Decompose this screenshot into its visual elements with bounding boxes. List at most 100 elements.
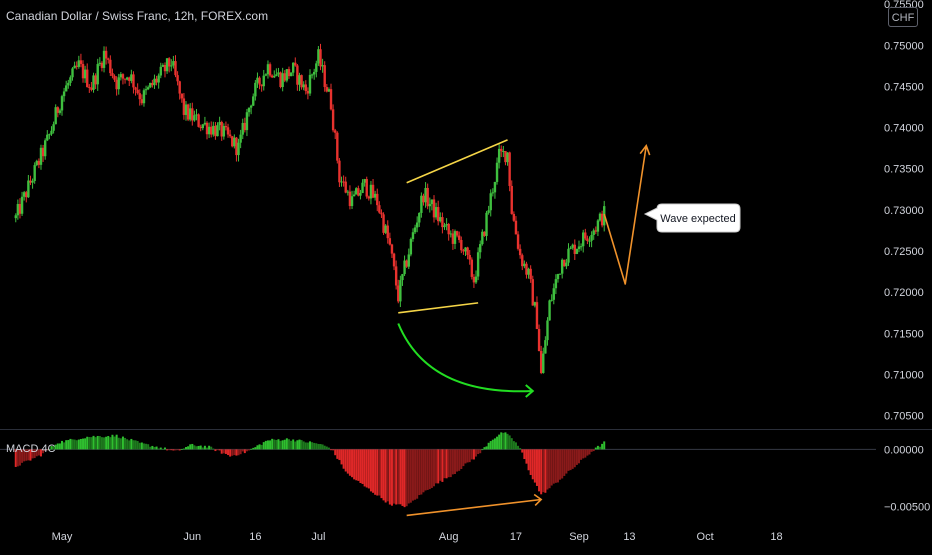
macd-bar	[454, 449, 457, 475]
candle	[546, 317, 549, 346]
macd-bar	[573, 449, 576, 468]
candle-body	[401, 274, 404, 281]
macd-bar	[176, 449, 179, 451]
macd-bar	[330, 449, 333, 451]
macd-bar	[197, 445, 200, 450]
macd-bar	[25, 449, 28, 461]
candle-body	[111, 73, 114, 76]
macd-bar	[561, 449, 564, 479]
candle-body	[567, 248, 570, 263]
candle-body	[357, 188, 360, 196]
candle	[445, 218, 448, 231]
macd-bar	[538, 449, 541, 492]
macd-bar	[466, 449, 469, 463]
candle	[453, 229, 457, 250]
candle-body	[483, 231, 486, 236]
candle	[241, 118, 244, 140]
macd-bar	[128, 440, 131, 450]
candle	[199, 124, 202, 132]
candle-body	[258, 77, 261, 85]
candle	[439, 212, 442, 223]
candle	[594, 226, 598, 235]
candle	[157, 73, 160, 89]
candle-body	[573, 244, 576, 254]
candle	[554, 274, 558, 295]
candle	[191, 102, 194, 126]
macd-bar	[525, 449, 528, 464]
candle-body	[445, 224, 448, 226]
candle-body	[56, 107, 59, 113]
chart-axes: 0.70500 0.71000 0.71500 0.72000 0.72500 0.730…	[52, 0, 931, 543]
macd-bar	[264, 440, 267, 450]
candle-body	[302, 84, 305, 88]
candle-body	[552, 288, 555, 300]
candle	[279, 71, 282, 89]
candle-body	[443, 225, 446, 228]
macd-bar	[496, 436, 499, 450]
macd-bar	[420, 449, 423, 495]
macd-bar	[71, 439, 74, 450]
macd-bar	[563, 449, 566, 476]
macd-bar	[556, 449, 559, 483]
macd-bar	[161, 448, 164, 450]
candle-body	[380, 212, 383, 215]
candle	[317, 46, 320, 66]
candle	[447, 222, 450, 241]
candle-body	[71, 68, 74, 78]
macd-bar	[422, 449, 425, 493]
candle-body	[521, 255, 524, 267]
candle-body	[386, 225, 389, 239]
candle	[100, 61, 104, 72]
macd-bar	[117, 437, 120, 450]
candle	[329, 83, 333, 111]
callout[interactable]: Wave expected	[643, 203, 741, 233]
macd-bar	[445, 449, 448, 479]
candle	[149, 82, 152, 89]
macd-bar	[447, 449, 450, 478]
candle-body	[420, 195, 423, 213]
macd-bar	[231, 449, 234, 456]
candle	[258, 76, 261, 90]
candle	[460, 236, 463, 254]
macd-bar	[338, 449, 341, 461]
candle	[128, 76, 131, 86]
candle-body	[233, 137, 236, 147]
candle	[222, 123, 226, 140]
macd-bar	[208, 445, 211, 450]
candle	[502, 145, 505, 158]
candle-body	[193, 115, 196, 121]
macd-bar	[311, 442, 314, 450]
candle	[287, 66, 291, 79]
candle	[243, 117, 247, 133]
candle-body	[598, 213, 602, 221]
candle-body	[199, 126, 202, 129]
candle	[451, 229, 455, 250]
macd-bar	[535, 449, 538, 486]
candle	[485, 210, 488, 241]
macd-bar	[603, 441, 606, 450]
macd-bar	[285, 438, 288, 450]
candle-body	[224, 125, 228, 128]
macd-bar	[214, 449, 217, 452]
candle	[167, 57, 171, 73]
candle-body	[33, 165, 36, 181]
macd-bar	[432, 449, 435, 487]
candle-body	[98, 62, 102, 65]
macd-bar	[61, 440, 63, 450]
candle	[33, 162, 36, 184]
candle	[193, 110, 196, 122]
macd-bar	[31, 449, 34, 459]
macd-bar	[79, 438, 82, 450]
candle	[348, 185, 352, 210]
candle-body	[453, 231, 457, 244]
candle-body	[115, 79, 118, 90]
candle-body	[529, 268, 532, 280]
candle-body	[458, 235, 461, 240]
macd-bar	[227, 449, 230, 456]
macd-bar	[363, 449, 366, 487]
currency-badge[interactable]: CHF	[888, 7, 918, 27]
macd-bar	[174, 449, 177, 451]
candle-body	[418, 212, 421, 223]
price-tick-label: 0.72000	[884, 287, 924, 299]
